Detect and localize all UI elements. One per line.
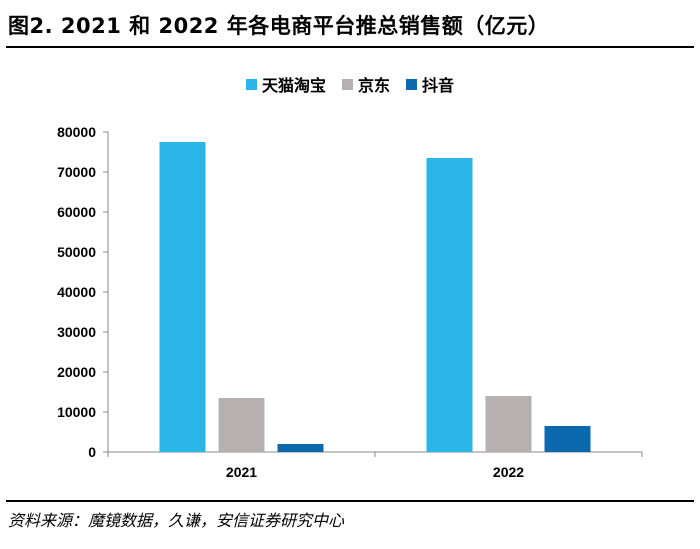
source-rule [6, 500, 694, 502]
bar [277, 444, 324, 452]
chart-title: 图2. 2021 和 2022 年各电商平台推总销售额（亿元） [8, 14, 550, 38]
legend-item: 京东 [341, 72, 390, 96]
y-tick-label: 10000 [57, 404, 96, 420]
legend-label: 抖音 [422, 76, 455, 95]
legend-item: 天猫淘宝 [245, 72, 326, 96]
legend-swatch [406, 78, 417, 90]
y-tick-label: 30000 [57, 324, 96, 340]
bar [159, 142, 206, 452]
bar [544, 426, 591, 452]
y-tick-label: 20000 [57, 364, 96, 380]
source-note: 资料来源：魔镜数据，久谦，安信证券研究中心 [8, 511, 345, 530]
legend-item: 抖音 [406, 72, 454, 96]
bar [485, 396, 532, 452]
x-tick-label: 2021 [226, 464, 257, 480]
bar [426, 158, 473, 452]
legend-label: 京东 [357, 76, 390, 95]
legend-label: 天猫淘宝 [261, 76, 326, 95]
bar-chart: 0 10000 20000 30000 40000 50000 60000 70000 8000… [57, 124, 643, 480]
y-tick-label: 80000 [57, 124, 96, 140]
y-tick-label: 50000 [57, 244, 96, 260]
legend-swatch [245, 78, 257, 90]
title-rule [6, 46, 694, 48]
y-tick-label: 40000 [57, 284, 96, 300]
legend-swatch [341, 78, 353, 90]
y-tick-label: 0 [88, 444, 96, 460]
y-tick-label: 70000 [57, 164, 96, 180]
bar [218, 398, 265, 452]
x-tick-label: 2022 [493, 464, 524, 480]
y-tick-label: 60000 [57, 204, 96, 220]
legend: 天猫淘宝 京东 抖音 [0, 72, 700, 96]
